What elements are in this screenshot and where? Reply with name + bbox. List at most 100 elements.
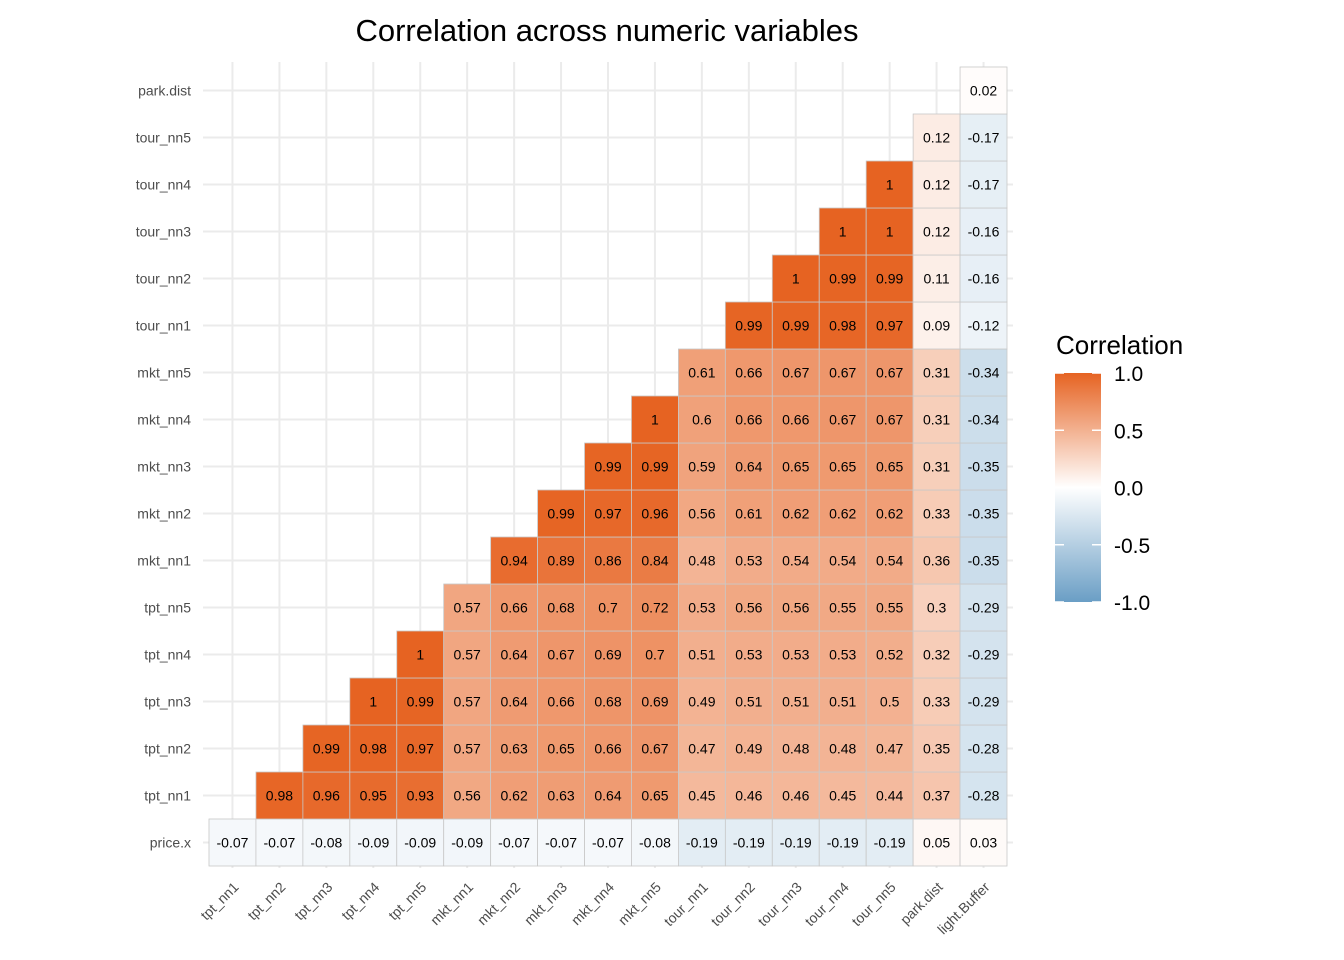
cell-value-label: 0.98 <box>360 741 387 757</box>
heatmap-cell <box>959 207 1008 256</box>
heatmap-cell <box>959 771 1008 820</box>
heatmap-cell <box>537 677 585 726</box>
y-tick-label: tour_nn1 <box>136 318 191 334</box>
cell-value-label: 0.51 <box>782 694 809 710</box>
cell-value-label: -0.35 <box>968 459 1000 475</box>
heatmap-cell <box>818 536 867 585</box>
cell-value-label: 0.66 <box>735 412 762 428</box>
cell-value-label: 0.64 <box>500 647 527 663</box>
heatmap-cell <box>396 818 445 867</box>
heatmap-cell <box>349 818 398 867</box>
cell-value-label: 0.65 <box>876 459 903 475</box>
heatmap-cell <box>631 395 679 444</box>
cell-value-label: 0.63 <box>500 741 527 757</box>
cell-value-label: 0.62 <box>500 788 527 804</box>
heatmap-cell <box>724 395 773 444</box>
heatmap-cell <box>255 818 304 867</box>
cell-value-label: 0.57 <box>454 741 481 757</box>
color-legend: Correlation 1.0 0.5 0.0 -0.5 -1.0 <box>1055 330 1183 615</box>
heatmap-cell <box>302 771 351 820</box>
y-tick-label: mkt_nn5 <box>137 365 191 381</box>
cell-value-label: 0.66 <box>547 694 574 710</box>
cell-value-label: -0.19 <box>874 835 906 851</box>
cell-value-label: 0.47 <box>688 741 715 757</box>
heatmap-cell <box>959 301 1008 350</box>
heatmap-cell <box>959 677 1008 726</box>
heatmap-cell <box>865 677 914 726</box>
cell-value-label: 0.31 <box>923 365 950 381</box>
cell-value-label: 0.86 <box>594 553 621 569</box>
cell-value-label: -0.19 <box>686 835 718 851</box>
heatmap-cell <box>724 536 773 585</box>
cell-value-label: 0.51 <box>829 694 856 710</box>
cell-value-label: 0.67 <box>782 365 809 381</box>
cell-value-label: 1 <box>886 177 894 193</box>
cell-value-label: 0.96 <box>313 788 340 804</box>
heatmap-cell <box>912 536 961 585</box>
legend-tick-label: 0.0 <box>1114 478 1143 501</box>
heatmap-cell <box>302 724 351 773</box>
cell-value-label: 0.66 <box>594 741 621 757</box>
cell-value-label: -0.16 <box>968 224 1000 240</box>
y-tick-label: tour_nn4 <box>136 177 191 193</box>
cell-value-label: -0.35 <box>968 506 1000 522</box>
cell-value-label: 0.67 <box>829 412 856 428</box>
cell-value-label: 0.68 <box>547 600 574 616</box>
cell-value-label: -0.07 <box>263 835 295 851</box>
heatmap-cell <box>537 536 585 585</box>
x-tick-label: mkt_nn4 <box>568 879 617 928</box>
heatmap-cell <box>771 489 820 538</box>
heatmap-cell <box>771 724 820 773</box>
cell-value-label: -0.09 <box>404 835 436 851</box>
heatmap-cell <box>490 771 538 820</box>
cell-value-label: 0.57 <box>454 694 481 710</box>
cell-value-label: 0.61 <box>688 365 715 381</box>
heatmap-cell <box>584 724 632 773</box>
cell-value-label: 0.12 <box>923 224 950 240</box>
cell-value-label: 0.52 <box>876 647 903 663</box>
x-axis-tick-labels: tpt_nn1 tpt_nn2 tpt_nn3 tpt_nn4 tpt_nn5mkt_n… <box>197 879 993 938</box>
cell-value-label: 0.99 <box>641 459 668 475</box>
y-tick-label: tpt_nn4 <box>144 647 191 663</box>
heatmap-cell <box>678 583 726 632</box>
cell-value-label: 0.97 <box>594 506 621 522</box>
cell-value-label: 0.99 <box>594 459 621 475</box>
cell-value-label: 0.35 <box>923 741 950 757</box>
heatmap-cells: -0.07 -0.07 -0.08 -0.09 -0.09 -0.09 -0.07 -0.07… <box>208 66 1008 867</box>
heatmap-cell <box>490 818 538 867</box>
cell-value-label: 0.99 <box>876 271 903 287</box>
heatmap-cell <box>678 818 726 867</box>
cell-value-label: 0.37 <box>923 788 950 804</box>
x-tick-label: tpt_nn5 <box>385 879 429 923</box>
y-tick-label: mkt_nn3 <box>137 459 191 475</box>
heatmap-cell <box>443 818 492 867</box>
cell-value-label: 0.59 <box>688 459 715 475</box>
heatmap-cell <box>865 207 914 256</box>
y-tick-label: tpt_nn3 <box>144 694 191 710</box>
cell-value-label: 0.96 <box>641 506 668 522</box>
heatmap-cell <box>818 207 867 256</box>
heatmap-cell <box>631 677 679 726</box>
cell-value-label: 0.66 <box>500 600 527 616</box>
x-tick-label: park.dist <box>897 879 946 928</box>
cell-value-label: 1 <box>839 224 847 240</box>
cell-value-label: 0.89 <box>547 553 574 569</box>
cell-value-label: 1 <box>416 647 424 663</box>
heatmap-cell <box>912 160 961 209</box>
cell-value-label: 0.56 <box>688 506 715 522</box>
cell-value-label: -0.29 <box>968 647 1000 663</box>
cell-value-label: -0.19 <box>780 835 812 851</box>
cell-value-label: 0.98 <box>266 788 293 804</box>
cell-value-label: 0.67 <box>829 365 856 381</box>
heatmap-cell <box>537 818 585 867</box>
cell-value-label: -0.09 <box>357 835 389 851</box>
heatmap-cell <box>584 677 632 726</box>
heatmap-cell <box>443 630 492 679</box>
heatmap-cell <box>771 254 820 303</box>
cell-value-label: 0.99 <box>547 506 574 522</box>
cell-value-label: 0.48 <box>782 741 809 757</box>
cell-value-label: 0.64 <box>594 788 621 804</box>
cell-value-label: 0.51 <box>735 694 762 710</box>
heatmap-cell <box>443 677 492 726</box>
cell-value-label: 0.67 <box>876 365 903 381</box>
